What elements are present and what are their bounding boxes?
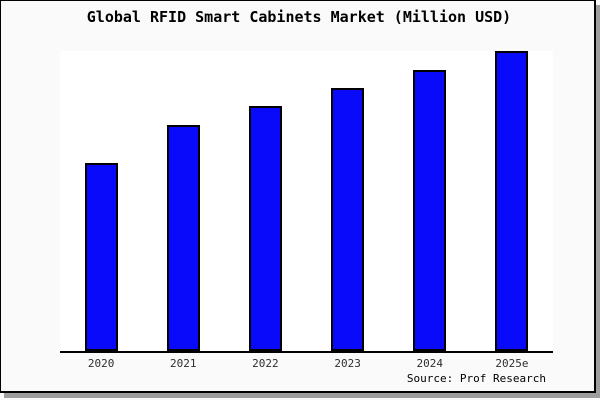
bar-2022 [248, 106, 282, 351]
x-tick-labels: 2020 2021 2022 2023 2024 2025e [60, 357, 553, 370]
chart-card: Global RFID Smart Cabinets Market (Milli… [0, 0, 596, 393]
bar-slot [471, 51, 553, 351]
bar-slot [389, 51, 471, 351]
x-tick-label-2020: 2020 [87, 357, 115, 370]
bar-2024 [413, 69, 447, 351]
bars-row [60, 51, 553, 351]
x-axis-line [60, 351, 553, 353]
bar-2021 [166, 125, 200, 351]
bar-2020 [84, 162, 118, 351]
bar-2025e [495, 51, 529, 351]
bar-2023 [331, 88, 365, 351]
bar-slot [60, 51, 142, 351]
chart-title: Global RFID Smart Cabinets Market (Milli… [86, 8, 512, 26]
bar-slot [224, 51, 306, 351]
plot-area [60, 51, 553, 351]
bar-slot [307, 51, 389, 351]
x-tick-label-2021: 2021 [170, 357, 197, 370]
x-tick-label-2023: 2023 [334, 357, 361, 370]
source-credit: Source: Prof Research [406, 372, 546, 385]
x-tick-label-2022: 2022 [252, 357, 279, 370]
x-tick-label-2024: 2024 [416, 357, 444, 370]
x-tick-label-2025e: 2025e [495, 357, 529, 370]
bar-slot [142, 51, 224, 351]
